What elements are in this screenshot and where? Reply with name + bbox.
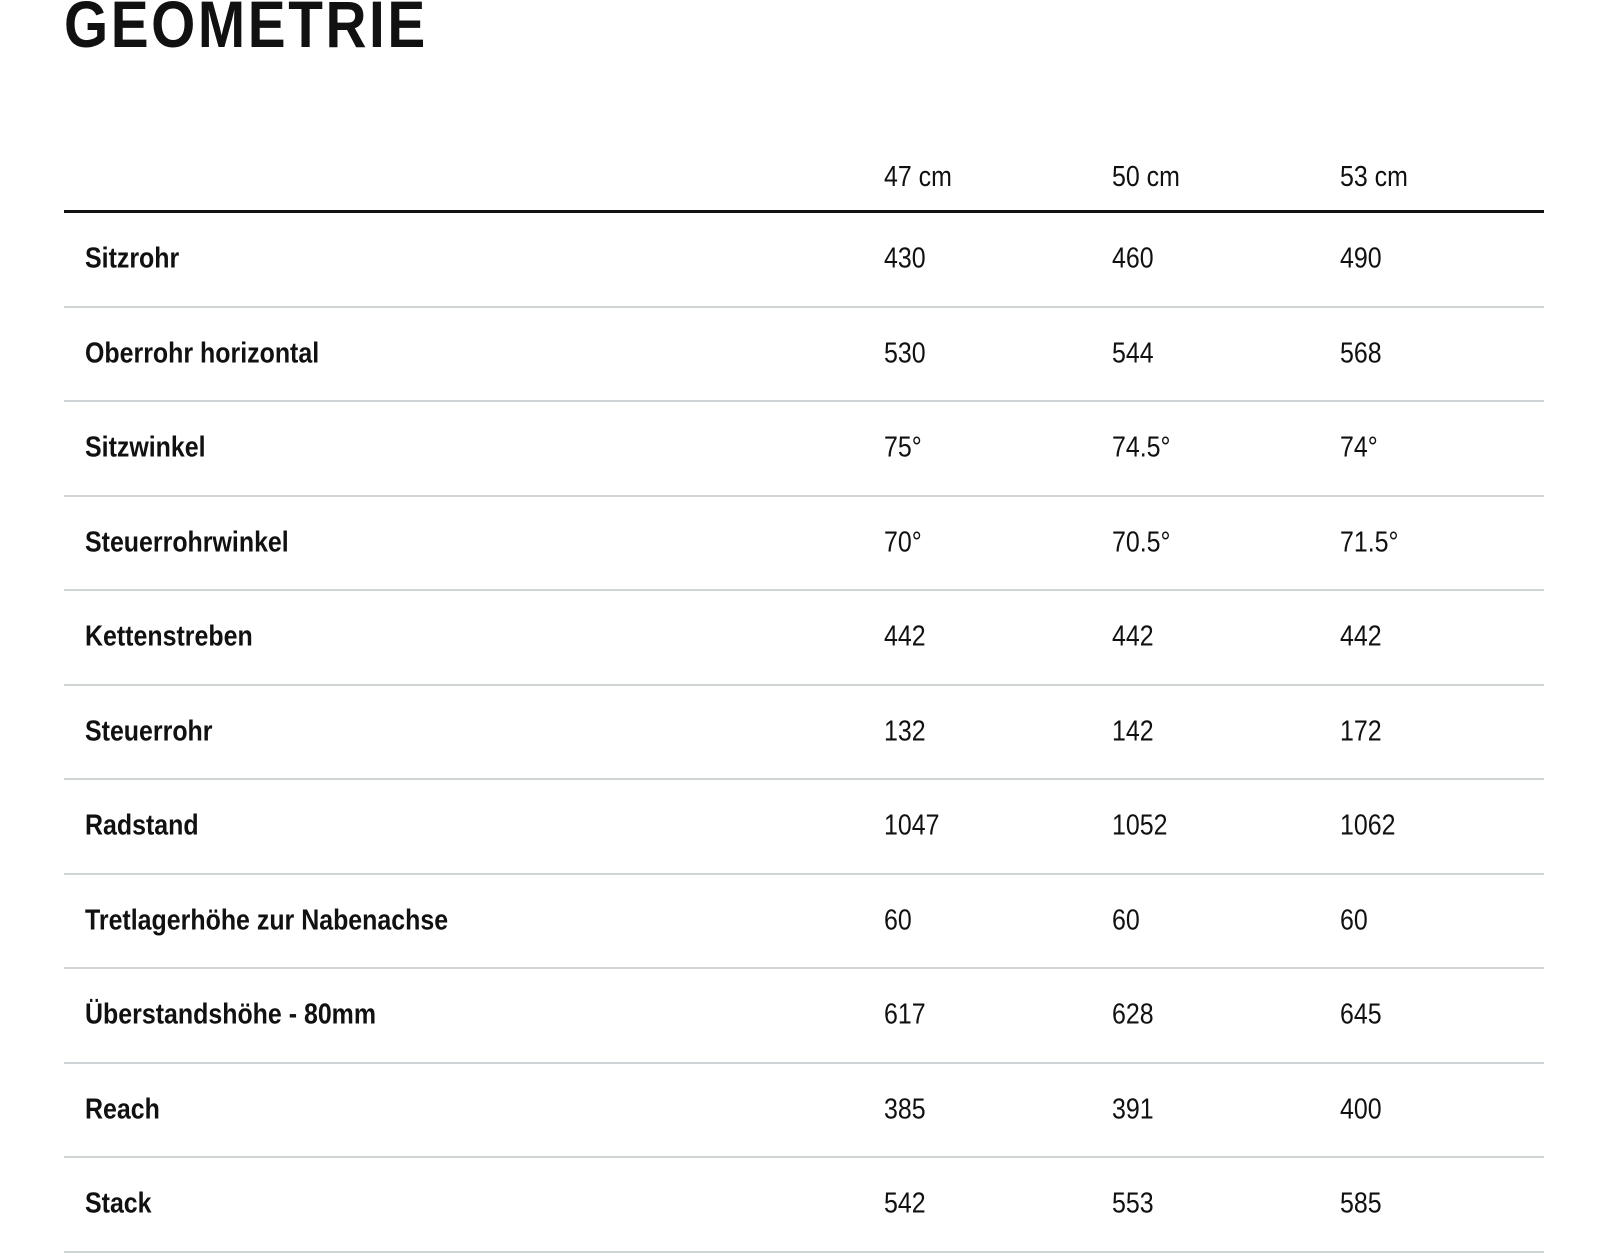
column-header: 53 cm [1340, 161, 1408, 193]
row-label: Steuerrohr [85, 715, 213, 748]
table-row: Reach 385 391 400 [64, 1064, 1544, 1158]
table-row: Oberrohr horizontal 530 544 568 [64, 308, 1544, 402]
row-value: 60 [1112, 904, 1140, 937]
row-label: Reach [85, 1093, 160, 1126]
column-header: 50 cm [1112, 161, 1180, 193]
row-value: 132 [884, 715, 926, 748]
row-value: 172 [1340, 715, 1382, 748]
row-value: 71.5° [1340, 526, 1399, 559]
row-value: 568 [1340, 337, 1382, 370]
row-value: 645 [1340, 998, 1382, 1031]
row-value: 60 [1340, 904, 1368, 937]
row-value: 544 [1112, 337, 1154, 370]
row-value: 442 [1112, 620, 1154, 653]
table-row: Radstand 1047 1052 1062 [64, 780, 1544, 875]
row-value: 60 [884, 904, 912, 937]
geometry-table: 47 cm 50 cm 53 cm Sitzrohr 430 460 490 Oberr… [64, 130, 1544, 1253]
row-value: 1052 [1112, 809, 1168, 842]
row-label: Sitzwinkel [85, 431, 206, 464]
row-value: 628 [1112, 998, 1154, 1031]
table-row: Sitzwinkel 75° 74.5° 74° [64, 402, 1544, 497]
table-row: Stack 542 553 585 [64, 1158, 1544, 1253]
table-row: Tretlagerhöhe zur Nabenachse 60 60 60 [64, 875, 1544, 969]
row-label: Kettenstreben [85, 620, 253, 653]
row-value: 391 [1112, 1093, 1154, 1126]
page-title: GEOMETRIE [64, 0, 428, 61]
row-value: 74.5° [1112, 431, 1171, 464]
row-label: Steuerrohrwinkel [85, 526, 289, 559]
row-value: 442 [1340, 620, 1382, 653]
row-label: Überstandshöhe - 80mm [85, 998, 377, 1031]
row-value: 75° [884, 431, 922, 464]
table-row: Steuerrohr 132 142 172 [64, 686, 1544, 780]
row-value: 530 [884, 337, 926, 370]
table-row: Kettenstreben 442 442 442 [64, 591, 1544, 686]
row-value: 490 [1340, 242, 1382, 275]
column-header: 47 cm [884, 161, 952, 193]
table-row: Sitzrohr 430 460 490 [64, 213, 1544, 308]
row-value: 617 [884, 998, 926, 1031]
row-value: 442 [884, 620, 926, 653]
table-row: Überstandshöhe - 80mm 617 628 645 [64, 969, 1544, 1064]
row-label: Sitzrohr [85, 242, 180, 275]
row-value: 70.5° [1112, 526, 1171, 559]
row-value: 585 [1340, 1187, 1382, 1220]
row-value: 74° [1340, 431, 1378, 464]
row-label: Stack [85, 1187, 152, 1220]
row-label: Radstand [85, 809, 199, 842]
row-value: 385 [884, 1093, 926, 1126]
row-value: 142 [1112, 715, 1154, 748]
row-value: 70° [884, 526, 922, 559]
row-label: Oberrohr horizontal [85, 337, 320, 370]
row-value: 430 [884, 242, 926, 275]
row-value: 542 [884, 1187, 926, 1220]
row-value: 400 [1340, 1093, 1382, 1126]
table-row: Steuerrohrwinkel 70° 70.5° 71.5° [64, 497, 1544, 591]
row-value: 460 [1112, 242, 1154, 275]
row-value: 1062 [1340, 809, 1396, 842]
row-value: 1047 [884, 809, 940, 842]
row-label: Tretlagerhöhe zur Nabenachse [85, 904, 449, 937]
row-value: 553 [1112, 1187, 1154, 1220]
table-header: 47 cm 50 cm 53 cm [64, 130, 1544, 213]
